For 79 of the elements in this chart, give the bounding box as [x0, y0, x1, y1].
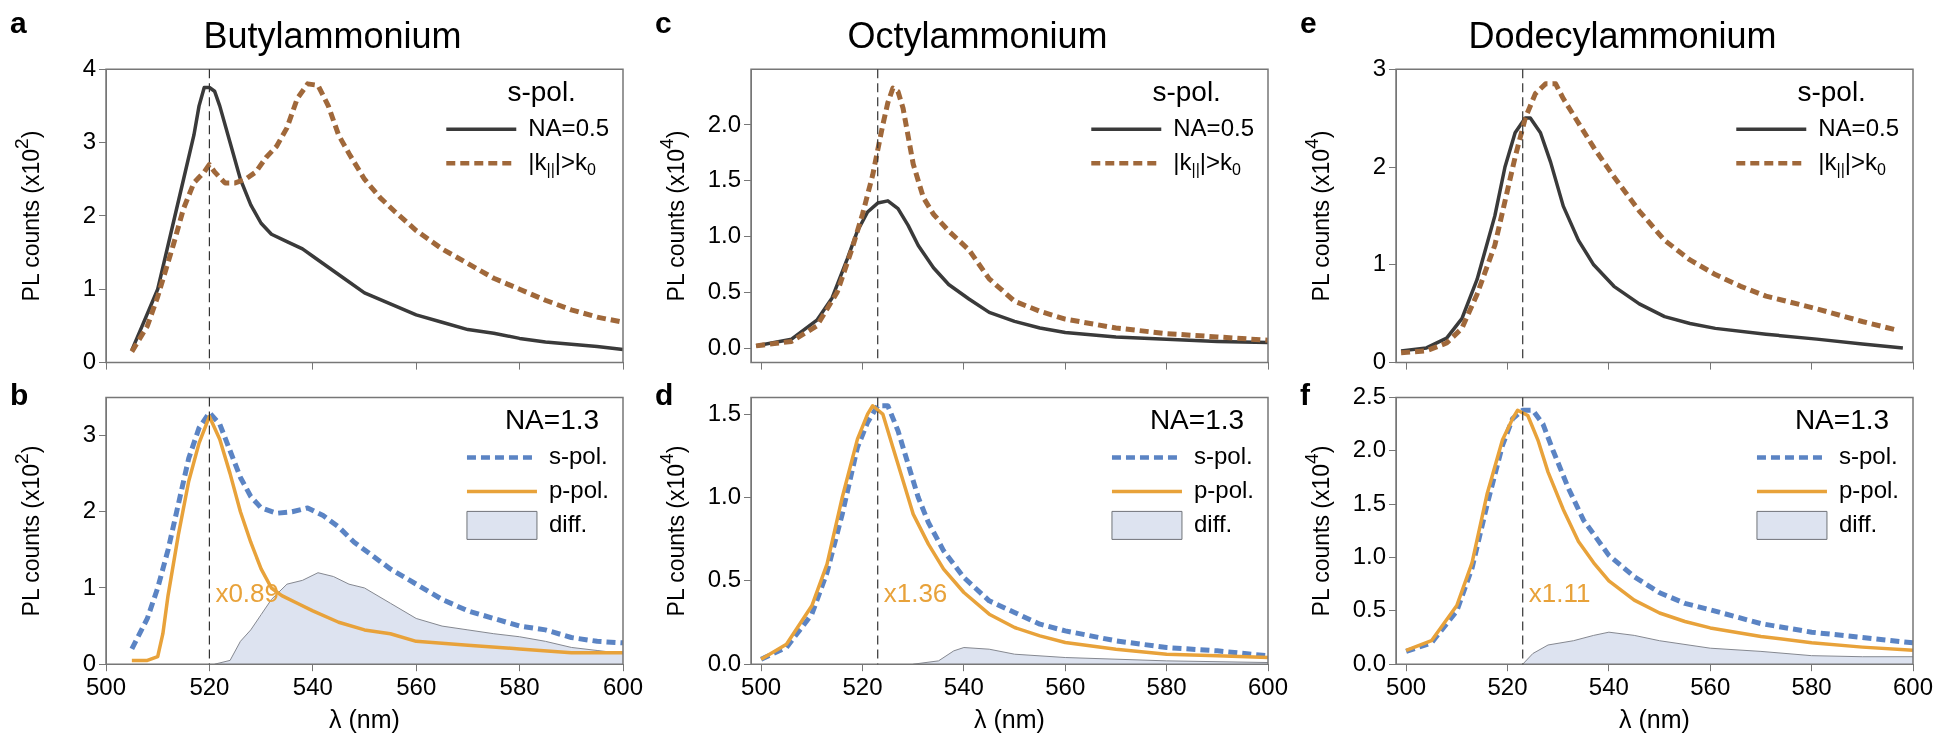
legend-label: s-pol. — [1193, 442, 1253, 470]
legend-label: NA=0.5 — [1173, 113, 1254, 141]
y-tick-label: 0.0 — [707, 332, 741, 360]
annotation: x1.11 — [1528, 578, 1591, 608]
y-tick-label: 2 — [1372, 151, 1386, 179]
y-tick-label: 4 — [82, 53, 96, 81]
x-tick-label: 520 — [1487, 673, 1528, 701]
x-tick-label: 520 — [189, 673, 230, 701]
x-tick-label: 560 — [1045, 673, 1086, 701]
x-axis-title: λ (nm) — [329, 704, 400, 733]
chart-title: Octylammonium — [847, 14, 1108, 56]
x-tick-label: 580 — [499, 673, 540, 701]
x-tick-label: 540 — [943, 673, 984, 701]
y-tick-label: 2.5 — [1352, 382, 1386, 410]
x-tick-label: 560 — [1690, 673, 1731, 701]
legend-label: NA=0.5 — [1818, 113, 1899, 141]
y-tick-label: 2.0 — [707, 109, 741, 137]
y-tick-label: 0.5 — [1352, 595, 1386, 623]
y-tick-label: 3 — [82, 127, 96, 155]
y-tick-label: 0.5 — [707, 565, 741, 593]
text: d — [655, 378, 674, 412]
x-tick-label: 580 — [1146, 673, 1187, 701]
legend-label: p-pol. — [548, 476, 610, 504]
y-tick-label: 2 — [82, 200, 96, 228]
y-tick-label: 0 — [82, 648, 96, 676]
y-tick-label: 0 — [1372, 347, 1386, 375]
legend-title: NA=1.3 — [1794, 404, 1890, 436]
x-tick-label: 600 — [1247, 673, 1289, 701]
legend-label: s-pol. — [548, 442, 608, 470]
legend-title: NA=1.3 — [1149, 404, 1245, 436]
legend-label: diff. — [1838, 510, 1878, 538]
text: e — [1300, 6, 1317, 40]
legend-title: s-pol. — [507, 75, 576, 107]
x-tick-label: 500 — [1386, 673, 1427, 701]
y-tick-label: 1 — [1372, 249, 1386, 277]
text: c — [655, 6, 672, 40]
legend-title: s-pol. — [1797, 75, 1866, 107]
y-tick-label: 1.5 — [1352, 488, 1386, 516]
y-tick-label: 0.0 — [1352, 648, 1386, 676]
y-tick-label: 1.0 — [707, 221, 741, 249]
legend-title: NA=1.3 — [504, 404, 600, 436]
x-axis-title: λ (nm) — [1619, 704, 1690, 733]
legend-label: diff. — [1193, 510, 1233, 538]
legend-title: s-pol. — [1152, 75, 1221, 107]
text: f — [1300, 378, 1311, 412]
y-tick-label: 0 — [82, 347, 96, 375]
legend-label: p-pol. — [1193, 476, 1255, 504]
x-tick-label: 520 — [842, 673, 883, 701]
text: b — [10, 378, 29, 412]
chart-title: Butylammonium — [203, 14, 462, 56]
y-tick-label: 0.5 — [707, 276, 741, 304]
annotation: x0.89 — [215, 578, 280, 608]
y-tick-label: 1.5 — [707, 398, 741, 426]
y-tick-label: 2 — [82, 496, 96, 524]
y-tick-label: 0.0 — [707, 648, 741, 676]
x-axis-title: λ (nm) — [974, 704, 1045, 733]
x-tick-label: 540 — [292, 673, 333, 701]
annotation: x1.36 — [883, 578, 948, 608]
x-tick-label: 540 — [1588, 673, 1629, 701]
legend-label: p-pol. — [1838, 476, 1900, 504]
legend-label: s-pol. — [1838, 442, 1898, 470]
y-tick-label: 1 — [82, 273, 96, 301]
x-tick-label: 560 — [396, 673, 437, 701]
chart-title: Dodecylammonium — [1468, 14, 1777, 56]
x-tick-label: 600 — [1892, 673, 1934, 701]
legend-label: NA=0.5 — [528, 113, 609, 141]
x-tick-label: 500 — [85, 673, 127, 701]
x-tick-label: 500 — [741, 673, 782, 701]
y-tick-label: 2.0 — [1352, 435, 1386, 463]
legend-label: diff. — [548, 510, 588, 538]
y-tick-label: 1.0 — [707, 482, 741, 510]
x-tick-label: 600 — [602, 673, 644, 701]
y-tick-label: 1.5 — [707, 165, 741, 193]
y-tick-label: 3 — [82, 420, 96, 448]
text: a — [10, 6, 27, 40]
x-tick-label: 580 — [1791, 673, 1832, 701]
y-tick-label: 1 — [82, 572, 96, 600]
y-tick-label: 3 — [1372, 53, 1386, 81]
y-tick-label: 1.0 — [1352, 542, 1386, 570]
